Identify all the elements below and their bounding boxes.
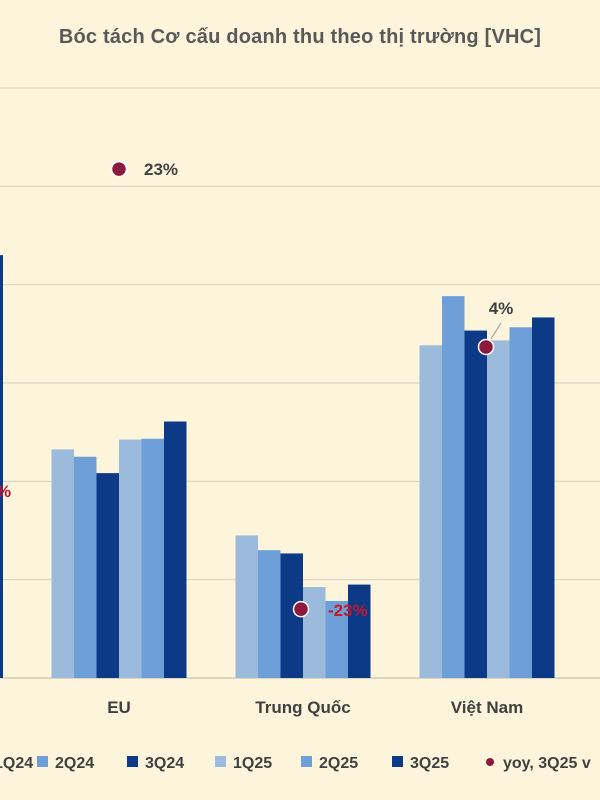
bar-3Q25-Việt Nam: [532, 317, 555, 678]
bar-2Q25-Việt Nam: [509, 327, 532, 678]
bar-3Q25-EU: [164, 421, 187, 678]
bar-1Q25-EU: [119, 439, 142, 678]
legend-label: 1Q25: [233, 755, 272, 772]
data-label: %: [0, 482, 11, 501]
legend-swatch: [392, 756, 403, 767]
data-label: 23%: [144, 160, 178, 179]
bar-3Q24-Việt Nam: [464, 330, 487, 678]
bar-1Q25-Việt Nam: [487, 340, 510, 678]
bar-2Q25-Trung Quốc: [325, 600, 348, 678]
legend-swatch: [127, 756, 138, 767]
bar-2Q24-EU: [74, 456, 97, 678]
legend: 1Q24 2Q24 3Q24 1Q25 2Q25 3Q25 yoy, 3Q25 v: [0, 755, 591, 772]
x-tick-label: Trung Quốc: [255, 698, 350, 717]
bar-3Q24-Trung Quốc: [280, 553, 303, 678]
legend-swatch: [301, 756, 312, 767]
bar-3Q25-Mỹ: [0, 255, 3, 678]
bar-1Q25-Trung Quốc: [303, 587, 326, 678]
yoy-markers: 23% -23% 4%%: [0, 160, 513, 620]
bar-2Q24-Trung Quốc: [258, 550, 281, 678]
yoy-marker: [477, 338, 495, 356]
bar-2Q24-Việt Nam: [442, 296, 465, 678]
legend-label: 1Q24: [0, 755, 33, 772]
bar-1Q24-Trung Quốc: [235, 535, 258, 678]
legend-label: 3Q25: [410, 755, 449, 772]
data-label: -23%: [328, 601, 368, 620]
legend-marker: [486, 758, 494, 766]
legend-swatch: [215, 756, 226, 767]
bar-2Q25-EU: [141, 438, 164, 678]
legend-label: yoy, 3Q25 v: [503, 755, 591, 772]
legend-label: 2Q24: [55, 755, 94, 772]
legend-label: 3Q24: [145, 755, 184, 772]
bar-1Q24-EU: [51, 449, 74, 678]
x-tick-label: Việt Nam: [451, 698, 523, 717]
leader-line: [490, 322, 502, 340]
bar-1Q24-Việt Nam: [419, 345, 442, 678]
yoy-marker: [292, 600, 310, 618]
bar-3Q25-Trung Quốc: [348, 584, 371, 678]
x-tick-label: EU: [107, 698, 131, 717]
bar-series: [0, 255, 555, 678]
yoy-marker: [110, 160, 128, 178]
chart-title: Bóc tách Cơ cấu doanh thu theo thị trườn…: [58, 26, 542, 48]
legend-swatch: [37, 756, 48, 767]
bar-3Q24-EU: [96, 473, 119, 678]
legend-label: 2Q25: [319, 755, 358, 772]
data-label: 4%: [489, 299, 514, 318]
